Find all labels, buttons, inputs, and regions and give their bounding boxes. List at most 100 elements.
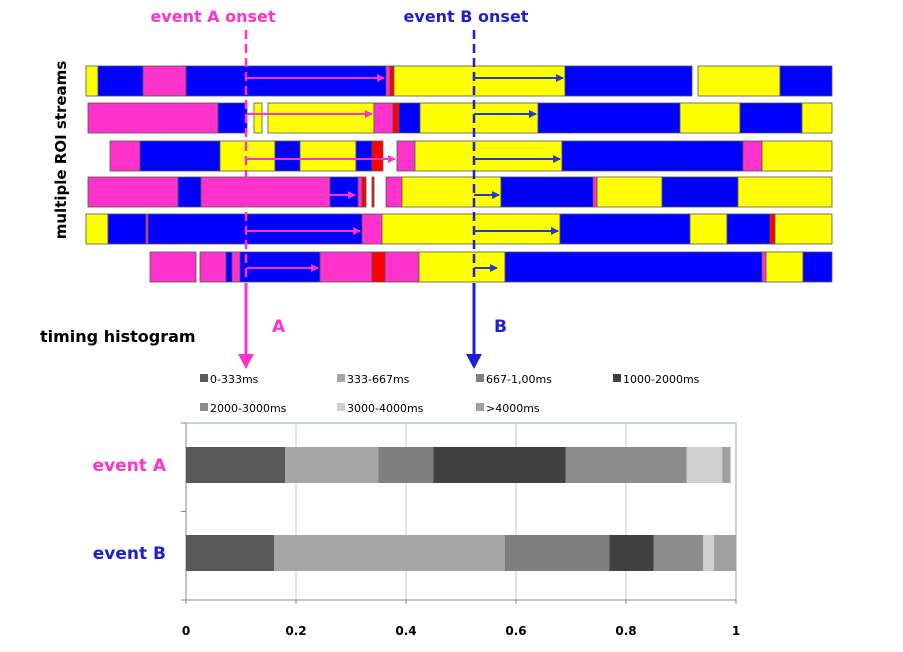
stream-4-segment-yellow <box>737 176 833 208</box>
stream-1-segment-magenta <box>142 65 187 97</box>
bar-segment-event-a <box>722 447 731 483</box>
category-label: event B <box>93 544 166 564</box>
stream-6-segment-magenta <box>761 251 767 283</box>
stream-6-segment-magenta <box>319 251 373 283</box>
arrow-b-label: B <box>494 317 507 337</box>
x-tick-label: 0.2 <box>285 624 306 638</box>
stream-4-segment-blue <box>177 176 202 208</box>
stream-4-segment-yellow <box>401 176 502 208</box>
stream-3-segment-blue <box>561 140 744 172</box>
stream-5-segment-red <box>769 213 776 245</box>
roi-streams <box>85 65 833 283</box>
stream-6-segment-blue <box>225 251 233 283</box>
stream-2-segment-blue <box>398 102 421 134</box>
bar-segment-event-b <box>505 535 610 571</box>
legend-swatch <box>200 374 208 382</box>
stream-5-segment-blue <box>107 213 147 245</box>
x-tick-label: 1 <box>732 624 740 638</box>
stream-4-segment-yellow <box>596 176 663 208</box>
legend-swatch <box>613 374 621 382</box>
arrow-a-label: A <box>272 317 286 337</box>
stream-4-segment-magenta <box>200 176 331 208</box>
stream-1-segment-blue <box>97 65 144 97</box>
stream-1-segment-blue <box>564 65 693 97</box>
x-tick-label: 0.4 <box>395 624 416 638</box>
bar-segment-event-b <box>703 535 714 571</box>
stream-3-segment-yellow <box>219 140 276 172</box>
stream-3-segment-blue <box>274 140 301 172</box>
stream-4-segment-magenta <box>592 176 598 208</box>
x-tick-label: 0.6 <box>505 624 526 638</box>
stream-6-segment-yellow <box>765 251 804 283</box>
stream-6-segment-magenta <box>384 251 420 283</box>
stream-6-segment-red <box>371 251 386 283</box>
arrow-b-head <box>466 354 482 369</box>
stream-2-segment-yellow <box>419 102 539 134</box>
stream-5-segment-blue <box>559 213 691 245</box>
stream-3-segment-yellow <box>414 140 563 172</box>
legend-label: 0-333ms <box>210 373 259 386</box>
stream-2-segment-blue <box>537 102 681 134</box>
stream-1-segment-yellow <box>697 65 781 97</box>
stream-4-segment-red <box>361 176 367 208</box>
stream-6-segment-blue <box>504 251 763 283</box>
latency-arrows <box>247 74 564 272</box>
legend-swatch <box>476 403 484 411</box>
legend-swatch <box>337 374 345 382</box>
stream-2-segment-yellow <box>679 102 741 134</box>
bar-segment-event-b <box>714 535 736 571</box>
legend-label: 3000-4000ms <box>347 402 424 415</box>
stream-4-segment-blue <box>500 176 594 208</box>
stream-3-segment-red <box>371 140 384 172</box>
stream-3-segment-magenta <box>742 140 763 172</box>
timing-histogram-chart: 0-333ms 333-667ms 667-1,00ms 1000-2000ms 200… <box>93 373 741 638</box>
stream-1-segment-blue <box>185 65 387 97</box>
stream-3-segment-blue <box>139 140 221 172</box>
bar-segment-event-a <box>285 447 379 483</box>
stream-3-segment-magenta <box>109 140 141 172</box>
stream-5-segment-blue <box>726 213 771 245</box>
stream-2-segment-magenta <box>87 102 219 134</box>
stream-1-segment-red <box>389 65 395 97</box>
stream-4-segment-red <box>371 176 375 208</box>
stream-2-segment-yellow <box>253 102 263 134</box>
legend-label: 667-1,00ms <box>486 373 552 386</box>
bar-segment-event-a <box>686 447 723 483</box>
stream-6-segment-magenta <box>199 251 227 283</box>
bar-segment-event-a <box>565 447 687 483</box>
stream-2-segment-yellow <box>801 102 833 134</box>
bar-segment-event-a <box>186 447 285 483</box>
stream-5-segment-blue <box>147 213 363 245</box>
legend-label: 1000-2000ms <box>623 373 700 386</box>
stream-1-segment-yellow <box>393 65 566 97</box>
stream-3-segment-magenta <box>396 140 416 172</box>
stream-1-segment-blue <box>779 65 833 97</box>
stream-4-segment-magenta <box>385 176 403 208</box>
stream-1-segment-magenta <box>385 65 391 97</box>
x-tick-label: 0 <box>182 624 190 638</box>
stream-1-segment-yellow <box>85 65 99 97</box>
legend-label: 2000-3000ms <box>210 402 287 415</box>
bar-segment-event-a <box>378 447 434 483</box>
bar-segment-event-a <box>433 447 566 483</box>
stream-6-segment-magenta <box>149 251 197 283</box>
bar-segment-event-b <box>186 535 274 571</box>
legend-swatch <box>476 374 484 382</box>
event-a-onset-label: event A onset <box>150 7 275 26</box>
legend-swatch <box>200 403 208 411</box>
stream-4-segment-magenta <box>87 176 179 208</box>
bar-segment-event-b <box>274 535 505 571</box>
stream-3-segment-yellow <box>299 140 357 172</box>
bar-segment-event-b <box>609 535 654 571</box>
stream-5-segment-yellow <box>85 213 109 245</box>
legend-label: 333-667ms <box>347 373 410 386</box>
roi-streams-label: multiple ROI streams <box>52 61 70 240</box>
timing-histogram-title: timing histogram <box>40 327 196 346</box>
stream-2-segment-red <box>392 102 400 134</box>
legend-swatch <box>337 403 345 411</box>
stream-6-segment-magenta <box>231 251 241 283</box>
stream-5-segment-yellow <box>381 213 561 245</box>
stream-3-segment-blue <box>355 140 373 172</box>
bar-segment-event-b <box>653 535 703 571</box>
